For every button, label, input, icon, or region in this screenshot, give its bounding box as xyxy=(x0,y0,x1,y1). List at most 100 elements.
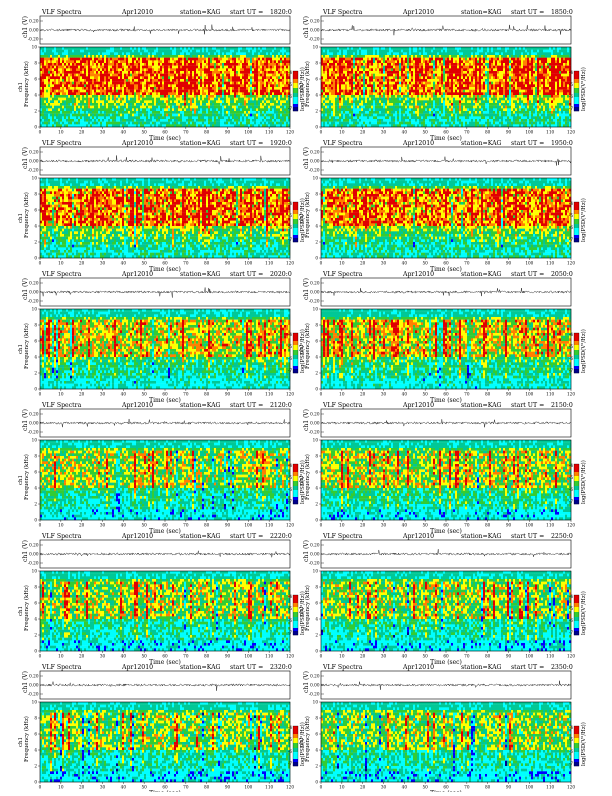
spectrogram-cell xyxy=(78,68,80,71)
spectrogram-cell xyxy=(122,74,124,77)
spectrogram-cell xyxy=(156,71,158,74)
spectrogram-cell xyxy=(150,50,152,53)
spectrogram-cell xyxy=(210,52,212,55)
spectrogram-cell xyxy=(198,79,200,82)
spectrogram-cell xyxy=(208,66,210,69)
spectrogram-cell xyxy=(92,55,94,58)
spectrogram-cell xyxy=(100,55,102,58)
spectrogram-cell xyxy=(240,76,242,79)
spectrogram-cell xyxy=(266,50,268,53)
spectrogram-cell xyxy=(190,71,192,74)
spectrogram-cell xyxy=(136,63,138,66)
spectrogram-cell xyxy=(172,52,174,55)
spectrogram-cell xyxy=(212,55,214,58)
spectrogram-cell xyxy=(56,60,58,63)
spectrogram-cell xyxy=(110,60,112,63)
spectrogram-cell xyxy=(270,68,272,71)
spectrogram-cell xyxy=(124,60,126,63)
spectrogram-cell xyxy=(174,60,176,63)
spectrogram-cell xyxy=(122,76,124,79)
spectrogram-cell xyxy=(76,58,78,61)
spectrogram-cell xyxy=(194,60,196,63)
spectrogram-cell xyxy=(264,71,266,74)
spectrogram-cell xyxy=(66,50,68,53)
spectrogram-cell xyxy=(256,79,258,82)
spectrogram-cell xyxy=(54,66,56,69)
spectrogram-cell xyxy=(52,47,54,50)
spectrogram-cell xyxy=(44,63,46,66)
spectrogram-cell xyxy=(110,76,112,79)
spectrogram-cell xyxy=(88,74,90,77)
spectrogram-cell xyxy=(70,47,72,50)
spectrogram-cell xyxy=(128,47,130,50)
spectrogram-cell xyxy=(214,74,216,77)
spectrogram-cell xyxy=(206,68,208,71)
spectrogram-cell xyxy=(98,50,100,53)
spectrogram-cell xyxy=(72,66,74,69)
spectrogram-cell xyxy=(62,82,64,85)
spectrogram-cell xyxy=(88,76,90,79)
spectrogram-cell xyxy=(230,71,232,74)
spectrogram-cell xyxy=(110,55,112,58)
spectrogram-cell xyxy=(42,71,44,74)
spectrogram-cell xyxy=(40,58,42,61)
spectrogram-cell xyxy=(138,58,140,61)
spectrogram-cell xyxy=(232,79,234,82)
spectrogram-cell xyxy=(94,66,96,69)
spectrogram-cell xyxy=(274,60,276,63)
spectrogram-cell xyxy=(150,47,152,50)
spectrogram-cell xyxy=(158,58,160,61)
spectrogram-cell xyxy=(48,50,50,53)
spectrogram-cell xyxy=(282,68,284,71)
spectrogram-cell xyxy=(102,79,104,82)
spectrogram-cell xyxy=(112,60,114,63)
spectrogram-cell xyxy=(156,66,158,69)
spectrogram-cell xyxy=(136,79,138,82)
spectrogram-cell xyxy=(218,63,220,66)
spectrogram-cell xyxy=(166,55,168,58)
spectrogram-cell xyxy=(178,50,180,53)
spectrogram-cell xyxy=(170,50,172,53)
spectrogram-cell xyxy=(162,63,164,66)
spectrogram-cell xyxy=(266,66,268,69)
spectrogram-cell xyxy=(262,74,264,77)
spectrogram-cell xyxy=(96,47,98,50)
spectrogram-cell xyxy=(100,60,102,63)
spectrogram-cell xyxy=(282,47,284,50)
spectrogram-cell xyxy=(44,66,46,69)
spectrogram-cell xyxy=(222,71,224,74)
spectrogram-cell xyxy=(186,58,188,61)
spectrogram-cell xyxy=(94,74,96,77)
spectrogram-cell xyxy=(212,79,214,82)
spectrogram-cell xyxy=(186,79,188,82)
spectrogram-cell xyxy=(176,52,178,55)
spectrogram-cell xyxy=(188,50,190,53)
spectrogram-cell xyxy=(236,74,238,77)
spectrogram-cell xyxy=(244,47,246,50)
spectrogram-cell xyxy=(110,71,112,74)
spectrogram-cell xyxy=(98,71,100,74)
spectrogram-cell xyxy=(114,50,116,53)
spectrogram-cell xyxy=(180,74,182,77)
spectrogram-cell xyxy=(144,52,146,55)
spectrogram-cell xyxy=(86,63,88,66)
spectrogram-cell xyxy=(250,71,252,74)
spectrogram-cell xyxy=(262,50,264,53)
spectrogram-cell xyxy=(56,79,58,82)
spectrogram-cell xyxy=(226,60,228,63)
spectrogram-cell xyxy=(64,50,66,53)
spectrogram-cell xyxy=(224,68,226,71)
spectrogram-cell xyxy=(54,47,56,50)
spectrogram-cell xyxy=(238,71,240,74)
spectrogram-cell xyxy=(150,76,152,79)
spectrogram-cell xyxy=(176,76,178,79)
spectrogram-cell xyxy=(94,50,96,53)
spectrogram-cell xyxy=(62,79,64,82)
spectrogram-cell xyxy=(222,55,224,58)
spectrogram-cell xyxy=(104,71,106,74)
spectrogram-cell xyxy=(266,55,268,58)
spectrogram-cell xyxy=(132,50,134,53)
spectrogram-cell xyxy=(210,47,212,50)
spectrogram-cell xyxy=(90,60,92,63)
